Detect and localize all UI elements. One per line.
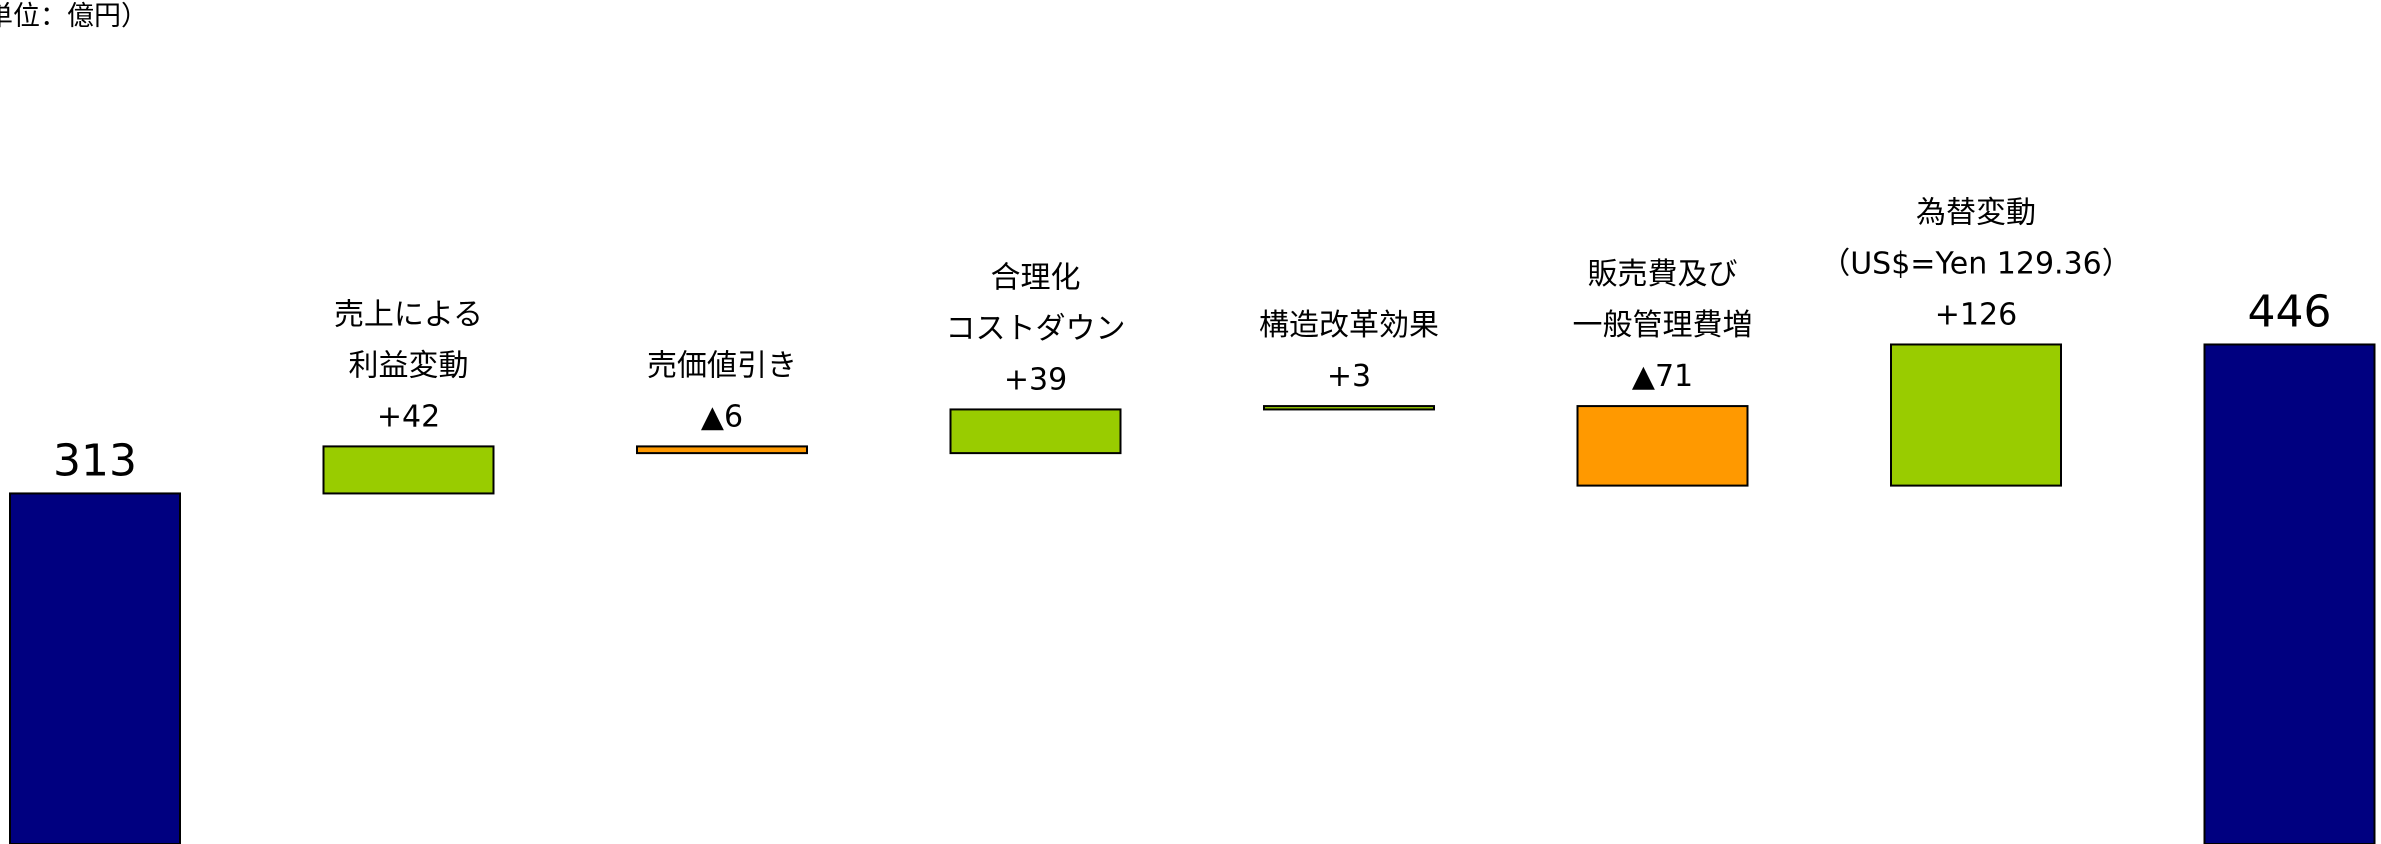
category-label-2-0: 売価値引き	[647, 348, 797, 383]
bar-7	[2203, 343, 2376, 844]
value-label-2: ▲6	[701, 399, 743, 434]
category-label-1-1: 利益変動	[349, 348, 469, 383]
category-label-5-0: 販売費及び	[1588, 257, 1738, 292]
category-label-6-1: （US$=Yen 129.36）	[1820, 246, 2132, 281]
bar-1	[322, 445, 495, 495]
category-label-4-0: 構造改革効果	[1259, 308, 1439, 343]
value-label-1: +42	[377, 399, 440, 434]
category-label-5-1: 一般管理費増	[1573, 308, 1753, 343]
category-label-1-0: 売上による	[334, 297, 483, 332]
value-label-6: +126	[1935, 297, 2017, 332]
value-label-7: 446	[2248, 286, 2332, 337]
bar-3	[949, 408, 1122, 455]
category-label-3-1: コストダウン	[946, 311, 1126, 346]
value-label-5: ▲71	[1632, 359, 1693, 394]
category-label-6-0: 為替変動	[1916, 195, 2036, 230]
bar-4	[1263, 405, 1435, 411]
unit-label: 単位：億円）	[0, 1, 148, 32]
bar-5	[1576, 405, 1749, 487]
bar-2	[636, 445, 808, 455]
bar-6	[1890, 343, 2062, 487]
value-label-3: +39	[1004, 362, 1067, 397]
bar-0	[9, 492, 181, 844]
category-label-3-0: 合理化	[991, 260, 1081, 295]
value-label-4: +3	[1327, 359, 1371, 394]
value-label-0: 313	[53, 435, 137, 486]
